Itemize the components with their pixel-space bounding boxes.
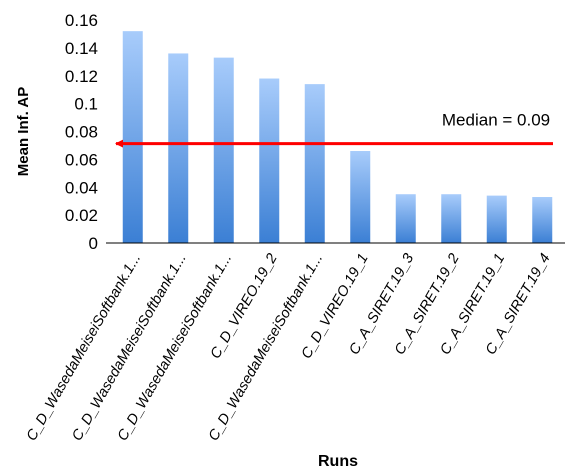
y-tick-label: 0.08 [65,123,98,142]
y-tick-label: 0.14 [65,39,98,58]
bar [532,197,553,243]
bar [441,194,462,243]
bar [122,31,143,244]
median-label: Median = 0.09 [442,111,550,130]
x-axis-tick-labels: C_D_WasedaMeiseiSoftbank.1...C_D_WasedaM… [24,251,554,444]
bar [350,151,371,243]
y-tick-label: 0.04 [65,178,98,197]
y-tick-label: 0.1 [74,95,98,114]
bar [304,84,325,243]
y-tick-label: 0 [89,234,98,253]
bar [486,195,507,243]
bar [213,57,234,243]
bars [122,31,553,244]
x-axis-title: Runs [318,453,358,470]
bar [395,194,416,243]
y-tick-label: 0.16 [65,11,98,30]
y-tick-label: 0.02 [65,206,98,225]
y-axis-title: Mean Inf. AP [15,87,32,176]
y-axis-ticks: 0 0.02 0.04 0.06 0.08 0.1 0.12 0.14 0.16 [65,11,98,253]
bar [259,78,280,243]
y-tick-label: 0.12 [65,67,98,86]
y-tick-label: 0.06 [65,150,98,169]
bar [168,53,189,244]
